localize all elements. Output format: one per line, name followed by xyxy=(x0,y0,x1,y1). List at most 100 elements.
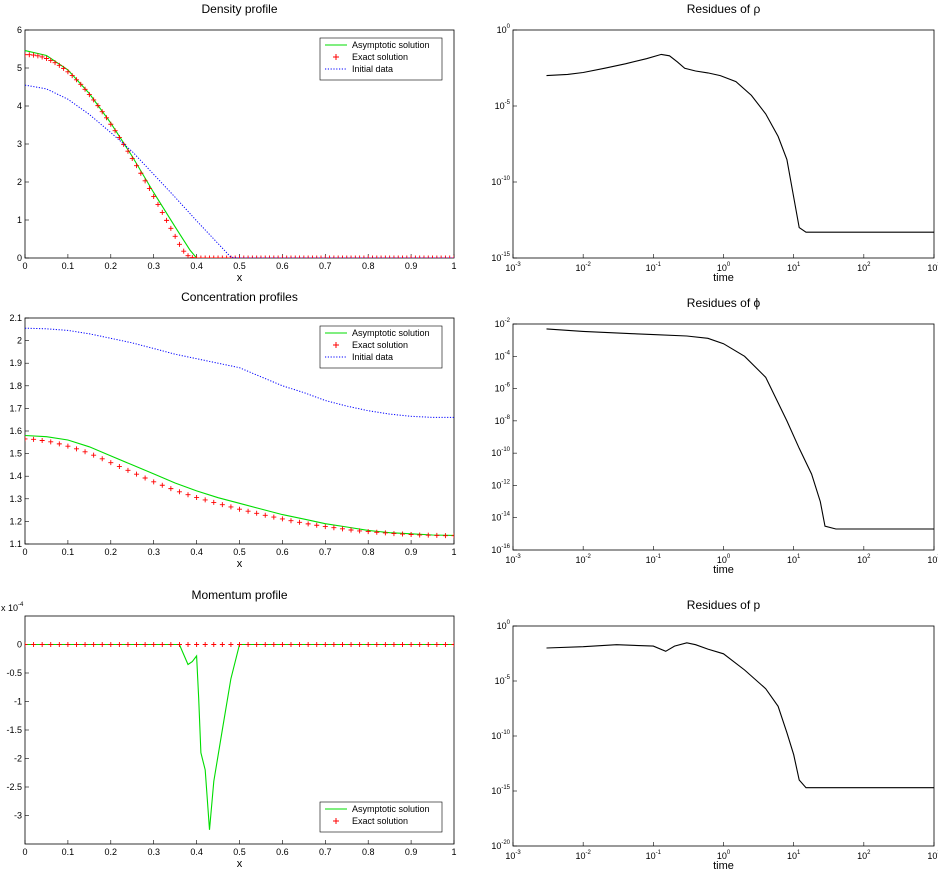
exact-solution-marker xyxy=(134,642,140,647)
exact-solution-marker xyxy=(262,255,268,258)
y-tick-label: -1.5 xyxy=(6,725,22,735)
exact-solution-marker xyxy=(348,527,354,533)
x-tick-label: 10-3 xyxy=(505,262,521,273)
exact-solution-marker xyxy=(176,241,182,247)
y-multiplier-label: x 10-4 xyxy=(1,602,24,613)
chart-title: Density profile xyxy=(201,2,277,16)
x-tick-label: 1 xyxy=(451,547,456,557)
exact-solution-marker xyxy=(245,508,251,514)
exact-solution-marker xyxy=(151,642,157,647)
asymptotic-solution-line xyxy=(25,49,454,258)
exact-solution-marker xyxy=(142,642,148,647)
y-tick-exponent: -15 xyxy=(501,785,510,791)
exact-solution-marker xyxy=(219,255,225,258)
y-tick-exponent: -10 xyxy=(501,730,510,736)
exact-solution-marker xyxy=(254,255,260,258)
plot-frame xyxy=(512,625,935,847)
exact-solution-marker xyxy=(271,514,277,520)
exact-solution-marker xyxy=(82,86,88,92)
exact-solution-marker xyxy=(91,452,97,458)
y-tick-label: 10-5 xyxy=(495,675,511,686)
exact-solution-marker xyxy=(39,54,45,60)
y-tick-label: 10-14 xyxy=(491,512,510,523)
exact-solution-marker xyxy=(279,516,285,522)
exact-solution-marker xyxy=(194,255,200,258)
legend-marker xyxy=(333,54,339,60)
exact-solution-marker xyxy=(108,121,114,127)
exact-solution-marker xyxy=(382,642,388,647)
y-tick-label: 4 xyxy=(17,101,22,111)
residues-p-chart: 10-310-210-110010110210310010-510-1010-1… xyxy=(491,598,938,872)
y-tick-label: 10-10 xyxy=(491,447,510,458)
x-axis-label: time xyxy=(713,860,734,872)
legend-label: Asymptotic solution xyxy=(352,804,430,814)
x-tick-label: 0.4 xyxy=(190,261,203,271)
exact-solution-marker xyxy=(249,255,255,258)
exact-solution-marker xyxy=(176,642,182,647)
y-tick-label: 10-5 xyxy=(495,100,511,111)
exact-solution-marker xyxy=(25,52,28,58)
exact-solution-marker xyxy=(241,255,247,258)
x-tick-exponent: -2 xyxy=(586,850,592,856)
exact-solution-marker xyxy=(361,255,367,258)
exact-solution-marker xyxy=(194,642,200,647)
exact-solution-marker xyxy=(116,463,122,469)
exact-solution-marker xyxy=(451,642,454,647)
exact-solution-marker xyxy=(408,255,414,258)
legend-label: Exact solution xyxy=(352,340,408,350)
x-tick-label: 0 xyxy=(22,847,27,857)
exact-solution-marker xyxy=(391,642,397,647)
exact-solution-marker xyxy=(176,489,182,495)
legend-label: Initial data xyxy=(352,352,393,362)
exact-solution-marker xyxy=(56,62,62,68)
exact-solution-marker xyxy=(43,56,49,61)
exact-solution-marker xyxy=(56,642,62,647)
exact-solution-marker xyxy=(400,642,406,647)
x-tick-exponent: 2 xyxy=(867,554,871,560)
y-tick-label: 10-20 xyxy=(491,840,510,851)
exact-solution-marker xyxy=(202,642,208,647)
exact-solution-marker xyxy=(25,642,28,647)
y-tick-exponent: 0 xyxy=(507,620,511,626)
chart-title: Residues of ϕ xyxy=(687,296,761,310)
exact-solution-marker xyxy=(48,439,54,445)
exact-solution-marker xyxy=(237,506,242,512)
y-tick-exponent: -10 xyxy=(501,447,510,453)
exact-solution-marker xyxy=(258,255,264,258)
exact-solution-marker xyxy=(26,52,32,58)
exact-solution-marker xyxy=(442,533,448,539)
y-tick-label: 10-15 xyxy=(491,785,510,796)
y-tick-label: 1.3 xyxy=(9,494,22,504)
exact-solution-marker xyxy=(31,52,37,58)
asymptotic-solution-line xyxy=(25,434,454,536)
exact-solution-marker xyxy=(425,642,431,647)
exact-solution-marker xyxy=(211,642,217,647)
x-tick-label: 0.2 xyxy=(105,847,118,857)
exact-solution-marker xyxy=(271,642,277,647)
exact-solution-marker xyxy=(314,522,320,528)
exact-solution-marker xyxy=(112,128,118,134)
exact-solution-marker xyxy=(116,642,122,647)
exact-solution-marker xyxy=(348,255,354,258)
residues-phi-chart: 10-310-210-110010110210310-210-410-610-8… xyxy=(491,296,938,576)
exact-solution-marker xyxy=(279,255,285,258)
y-tick-exponent: -16 xyxy=(501,544,510,550)
y-tick-label: 1.1 xyxy=(9,539,22,549)
exact-solution-marker xyxy=(374,255,380,258)
x-tick-label: 0.5 xyxy=(233,261,246,271)
plot-area xyxy=(25,642,454,830)
x-tick-label: 0.9 xyxy=(405,847,418,857)
exact-solution-marker xyxy=(425,255,431,258)
exact-solution-marker xyxy=(421,255,427,258)
x-tick-exponent: 1 xyxy=(797,262,801,268)
y-tick-label: 10-8 xyxy=(495,415,511,426)
exact-solution-marker xyxy=(181,248,187,254)
y-tick-exponent: -5 xyxy=(505,100,511,106)
exact-solution-marker xyxy=(322,255,328,258)
x-tick-label: 102 xyxy=(857,850,871,861)
x-axis-label: time xyxy=(713,564,734,576)
exact-solution-marker xyxy=(134,471,140,477)
exact-solution-marker xyxy=(142,178,148,184)
exact-solution-marker xyxy=(134,163,140,169)
exact-solution-marker xyxy=(232,255,238,258)
